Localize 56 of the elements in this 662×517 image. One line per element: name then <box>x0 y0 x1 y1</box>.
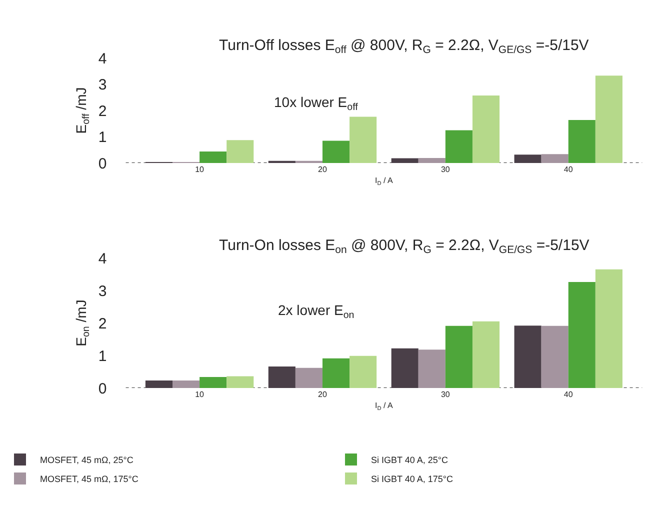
bar <box>568 120 596 163</box>
bar <box>172 380 200 388</box>
annotation: 2x lower E$_{on}$ <box>278 302 354 321</box>
bar <box>200 151 227 163</box>
bar <box>418 158 446 163</box>
bar <box>472 321 500 388</box>
chart-title: Turn-Off losses E$_{off}$ @ 800V, R$_{G}$ = 2.2Ω, V$_{GE/GS}$ =-5/15V <box>219 37 589 56</box>
annotation: 10x lower E$_{off}$ <box>274 94 358 113</box>
bar <box>322 140 350 163</box>
x-tick-label: 10 <box>195 165 205 174</box>
bar <box>595 76 622 163</box>
bar <box>322 358 350 388</box>
x-tick-label: 10 <box>195 390 205 399</box>
bar <box>568 282 596 388</box>
bar <box>268 366 296 388</box>
y-tick-label: 0 <box>98 380 107 398</box>
x-axis-title: I$_{D}$ / A <box>375 401 394 412</box>
bar <box>418 350 446 388</box>
y-tick-label: 2 <box>98 102 107 120</box>
bar <box>226 376 254 388</box>
x-tick-label: 30 <box>440 390 450 399</box>
y-tick-label: 1 <box>98 348 107 365</box>
bar <box>145 380 172 388</box>
x-tick-label: 40 <box>564 165 574 174</box>
bar <box>595 269 622 388</box>
x-axis-title: I$_{D}$ / A <box>375 176 394 187</box>
legend-label: Si IGBT 40 A, 175°C <box>371 474 454 484</box>
y-tick-label: 3 <box>98 76 107 94</box>
bar <box>350 356 377 388</box>
x-tick-label: 20 <box>318 390 328 399</box>
x-tick-label: 20 <box>318 165 328 174</box>
legend-label: MOSFET, 45 mΩ, 175°C <box>40 474 139 484</box>
bar <box>541 326 568 388</box>
bar <box>391 158 418 163</box>
bar <box>472 96 500 163</box>
x-tick-label: 40 <box>564 390 574 399</box>
y-tick-label: 1 <box>98 129 107 146</box>
legend-label: Si IGBT 40 A, 25°C <box>371 455 448 466</box>
legend-label: MOSFET, 45 mΩ, 25°C <box>40 455 134 466</box>
bar <box>295 368 322 388</box>
bar <box>226 140 254 163</box>
bar <box>514 326 542 388</box>
y-tick-label: 0 <box>98 155 107 172</box>
bar <box>445 130 472 163</box>
y-tick-label: 4 <box>98 250 107 268</box>
bar <box>514 154 542 163</box>
x-tick-label: 30 <box>440 165 450 174</box>
bar <box>445 326 472 388</box>
y-tick-label: 4 <box>98 50 107 68</box>
bar <box>200 376 227 388</box>
bar <box>391 348 418 388</box>
y-tick-label: 2 <box>98 315 107 332</box>
bar <box>350 116 377 163</box>
y-tick-label: 3 <box>98 282 107 300</box>
chart-title: Turn-On losses E$_{on}$ @ 800V, R$_{G}$ = 2.2Ω, V$_{GE/GS}$ =-5/15V <box>219 237 590 256</box>
bar <box>541 154 568 163</box>
